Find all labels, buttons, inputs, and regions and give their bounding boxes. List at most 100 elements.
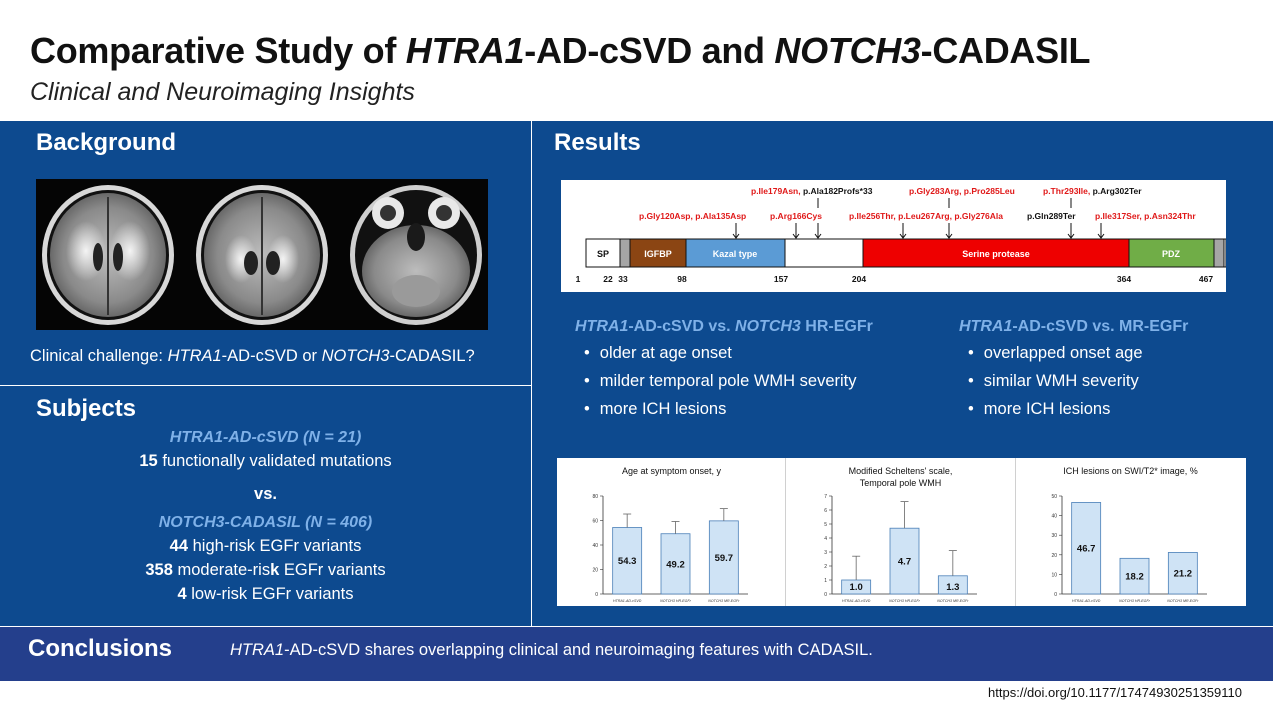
kazal-domain [685, 238, 786, 268]
y-tick-label: 3 [824, 550, 827, 556]
page-subtitle: Clinical and Neuroimaging Insights [30, 78, 415, 106]
bar [660, 533, 691, 595]
y-tick-label: 1 [824, 578, 827, 584]
htra1-protein-diagram: p.Ile179Asn, p.Ala182Profs*33 p.Gly283Ar… [561, 180, 1226, 292]
y-tick-label: 5 [824, 522, 827, 528]
clinical-challenge: Clinical challenge: HTRA1-AD-cSVD or NOT… [30, 347, 475, 365]
htra1-group-title: HTRA1-AD-cSVD (N = 21) [169, 429, 362, 446]
mutation-label-group: p.Thr293Ile, p.Arg302Ter [1043, 186, 1142, 196]
background-heading: Background [36, 129, 177, 156]
conclusions-text: HTRA1-AD-cSVD shares overlapping clinica… [230, 641, 873, 659]
y-tick-label: 4 [824, 536, 827, 542]
data-label: 1.0 [850, 582, 863, 593]
chart-wmh-severity: Modified Scheltens' scale, Temporal pole … [824, 466, 977, 603]
mri-scans-illustration [42, 185, 482, 325]
doi-link[interactable]: https://doi.org/10.1177/1747493025135911… [988, 685, 1242, 700]
y-tick-label: 20 [1051, 553, 1057, 559]
domain-label-serine: Serine protease [962, 249, 1030, 259]
mutation-label-group: p.Gly283Arg, p.Pro285Leu [909, 186, 1015, 196]
conclusions-heading: Conclusions [28, 635, 173, 662]
data-label: 1.3 [946, 582, 959, 593]
list-item: similar WMH severity [968, 372, 1143, 400]
chart-title: Modified Scheltens' scale, [849, 466, 953, 476]
results-heading: Results [554, 129, 641, 156]
position-label: 22 [603, 274, 613, 284]
list-item: more ICH lesions [584, 400, 857, 428]
variant-row: 4 low-risk EGFr variants [177, 585, 354, 603]
chart-title: Temporal pole WMH [860, 478, 942, 488]
category-label: NOTCH3 MR-EGFr [937, 599, 969, 603]
conclusions-panel: Conclusions HTRA1-AD-cSVD shares overlap… [0, 627, 1273, 681]
background-panel: Background [0, 121, 531, 385]
category-label: NOTCH3 HR-EGFr [660, 599, 692, 603]
list-item: older at age onset [584, 344, 857, 372]
category-label: NOTCH3 HR-EGFr [889, 599, 921, 603]
chart-title: Age at symptom onset, y [622, 466, 722, 476]
y-tick-label: 20 [592, 568, 598, 574]
category-label: HTRA1-AD-cSVD [842, 599, 871, 603]
data-label: 49.2 [666, 559, 685, 570]
variant-row: 44 high-risk EGFr variants [169, 537, 362, 555]
mutation-label-group: p.Ile179Asn, p.Ala182Profs*33 [751, 186, 873, 196]
position-label: 33 [618, 274, 628, 284]
y-tick-label: 0 [824, 592, 827, 598]
category-label: HTRA1-AD-cSVD [1072, 599, 1101, 603]
y-tick-label: 40 [592, 543, 598, 549]
comparison-mr-heading: HTRA1-AD-cSVD vs. MR-EGFr [959, 318, 1189, 335]
domain-label-kazal: Kazal type [713, 249, 758, 259]
bar [1119, 557, 1150, 595]
mutation-label-group: p.Ile256Thr, p.Leu267Arg, p.Gly276Ala [849, 211, 1004, 221]
position-label: 204 [852, 274, 866, 284]
position-label: 364 [1117, 274, 1131, 284]
y-tick-label: 60 [592, 519, 598, 525]
data-label: 18.2 [1125, 572, 1144, 583]
data-label: 46.7 [1077, 544, 1096, 555]
data-label: 4.7 [898, 557, 911, 568]
data-label: 59.7 [715, 553, 734, 564]
mutation-arrows [732, 198, 1105, 239]
y-tick-label: 2 [824, 564, 827, 570]
category-label: NOTCH3 HR-EGFr [1119, 599, 1151, 603]
vs-text: vs. [254, 485, 277, 503]
domain-label-igfbp: IGFBP [644, 249, 672, 259]
list-item: overlapped onset age [968, 344, 1143, 372]
bar [889, 527, 920, 595]
mutation-label-group: p.Ile317Ser, p.Asn324Thr [1095, 211, 1196, 221]
comparison-hr-list: older at age onset milder temporal pole … [584, 344, 857, 428]
mutation-label-group: p.Arg166Cys [770, 211, 822, 221]
igfbp-domain [629, 238, 687, 268]
y-tick-label: 40 [1051, 514, 1057, 520]
mutation-label-group: p.Gly120Asp, p.Ala135Asp [639, 211, 747, 221]
comparison-hr-heading: HTRA1-AD-cSVD vs. NOTCH3 HR-EGFr [575, 318, 873, 335]
domain-label-sp: SP [597, 249, 609, 259]
list-item: milder temporal pole WMH severity [584, 372, 857, 400]
results-panel: Results p.Ile179Asn, p.Ala182Profs*33 p.… [532, 121, 1273, 626]
y-tick-label: 0 [1054, 592, 1057, 598]
chart-ich-lesions: ICH lesions on SWI/T2* image, % 0 10 20 30 40… [1051, 466, 1207, 603]
results-charts: Age at symptom onset, y 0 20 40 60 80 54.3 HTRA… [557, 458, 1246, 606]
page-title: Comparative Study of HTRA1-AD-cSVD and N… [30, 30, 1091, 71]
category-label: NOTCH3 MR-EGFr [1167, 599, 1199, 603]
position-label: 1 [576, 274, 581, 284]
category-label: HTRA1-AD-cSVD [613, 599, 642, 603]
y-tick-label: 0 [595, 592, 598, 598]
position-label: 467 [1199, 274, 1213, 284]
list-item: more ICH lesions [968, 400, 1143, 428]
category-label: NOTCH3 MR-EGFr [708, 599, 740, 603]
y-tick-label: 6 [824, 508, 827, 514]
subjects-heading: Subjects [36, 395, 137, 422]
bar [612, 527, 643, 595]
y-tick-label: 30 [1051, 533, 1057, 539]
bar [1167, 552, 1198, 595]
y-tick-label: 7 [824, 494, 827, 500]
position-label: 157 [774, 274, 788, 284]
protein-domain-bar: SP IGFBP Kazal type Serine protease PDZ … [576, 198, 1226, 284]
htra1-mutations: 15 functionally validated mutations [139, 452, 392, 470]
chart-title: ICH lesions on SWI/T2* image, % [1063, 466, 1198, 476]
variant-row: 358 moderate-risk EGFr variants [145, 561, 386, 579]
mutation-label-group: p.Gln289Ter [1027, 211, 1076, 221]
y-tick-label: 10 [1051, 572, 1057, 578]
mri-images [36, 179, 488, 330]
domain-label-pdz: PDZ [1162, 249, 1181, 259]
chart-age-onset: Age at symptom onset, y 0 20 40 60 80 54.3 HTRA… [592, 466, 748, 603]
